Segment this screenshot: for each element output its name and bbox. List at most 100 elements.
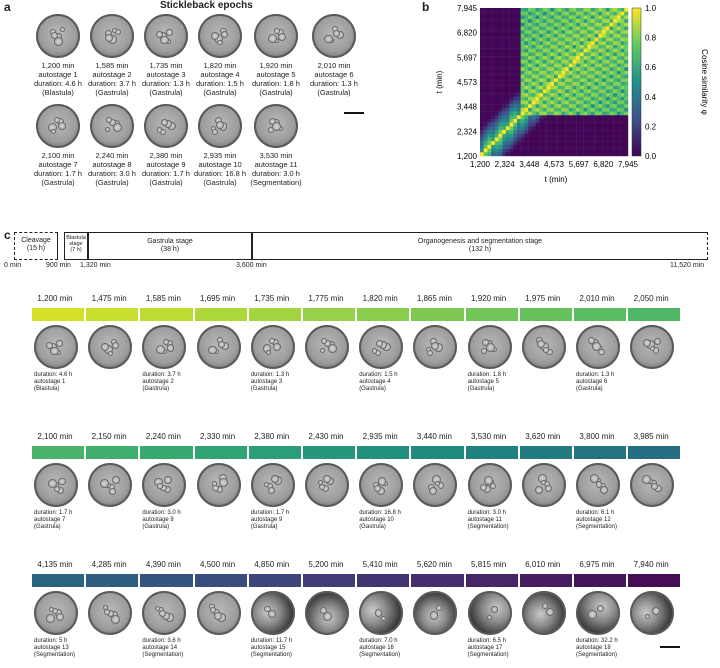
embryo-image xyxy=(198,14,242,58)
heatmap-cell xyxy=(494,70,499,75)
heatmap-cell xyxy=(591,119,595,123)
heatmap-cell xyxy=(494,141,499,146)
heatmap-cell xyxy=(535,78,540,83)
heatmap-cell xyxy=(502,111,507,116)
heatmap-cell xyxy=(616,37,621,42)
heatmap-cell xyxy=(535,48,540,53)
yolk-droplet xyxy=(217,613,227,623)
heatmap-cell xyxy=(572,130,577,134)
heatmap-cell xyxy=(509,56,514,60)
heatmap-cell xyxy=(535,133,540,138)
heatmap-cell xyxy=(535,144,540,149)
heatmap-cell xyxy=(587,89,592,94)
heatmap-cell xyxy=(594,144,599,149)
heatmap-cell xyxy=(520,78,525,83)
timepoint-color-bar xyxy=(357,446,410,459)
heatmap-cell xyxy=(491,122,495,127)
heatmap-cell xyxy=(550,67,555,72)
heatmap-cell xyxy=(561,85,566,90)
heatmap-cell xyxy=(620,100,625,105)
heatmap-cell xyxy=(491,85,495,90)
heatmap-cell xyxy=(557,48,562,53)
heatmap-cell xyxy=(494,152,499,157)
heatmap-cell xyxy=(594,74,599,79)
heatmap-cell xyxy=(616,122,621,127)
heatmap-cell xyxy=(602,122,606,127)
heatmap-cell xyxy=(520,41,525,46)
heatmap-cell xyxy=(531,141,536,146)
heatmap-cell xyxy=(528,48,532,53)
heatmap-cell xyxy=(594,56,599,60)
timepoint-label: 3,985 min xyxy=(633,432,669,441)
heatmap-cell xyxy=(620,144,625,149)
heatmap-cell xyxy=(605,126,610,131)
timepoint-label: 2,150 min xyxy=(91,432,127,441)
heatmap-cell xyxy=(546,45,551,49)
heatmap-cell xyxy=(517,133,521,138)
embryo-image xyxy=(359,325,404,369)
heatmap-cell xyxy=(613,115,618,120)
heatmap-cell xyxy=(509,22,514,27)
heatmap-cell xyxy=(535,15,540,20)
heatmap-cell xyxy=(609,115,614,120)
heatmap-cell xyxy=(609,30,614,35)
heatmap-cell xyxy=(480,37,484,42)
heatmap-cell xyxy=(616,48,621,53)
epoch-duration: duration: 3.7 h xyxy=(88,79,136,88)
heatmap-cell xyxy=(550,56,555,60)
yolk-droplet xyxy=(542,603,549,610)
heatmap-cell xyxy=(568,85,573,90)
timepoint-label: 4,285 min xyxy=(91,560,127,569)
caption-duration: duration: 3.0 h xyxy=(142,510,181,516)
heatmap-cell xyxy=(480,8,484,12)
timepoint-label: 2,330 min xyxy=(200,432,236,441)
heatmap-cell xyxy=(609,96,614,101)
heatmap-cell xyxy=(539,22,544,27)
yolk-droplet xyxy=(481,348,488,355)
heatmap-cell xyxy=(487,30,492,35)
heatmap-cell xyxy=(591,26,595,31)
heatmap-cell xyxy=(524,115,529,120)
heatmap-cell xyxy=(554,63,558,68)
heatmap-cell xyxy=(539,45,544,49)
yolk-droplet xyxy=(654,484,663,493)
heatmap-cell xyxy=(609,111,614,116)
heatmap-cell xyxy=(517,96,521,101)
heatmap-cell xyxy=(517,85,521,90)
colorbar-ticks: 1.00.80.60.40.20.0 xyxy=(645,4,657,161)
heatmap-cell xyxy=(546,41,551,46)
heatmap-cell xyxy=(609,63,614,68)
heatmap-cell xyxy=(598,93,603,97)
yolk-droplet xyxy=(103,605,109,611)
heatmap-cell xyxy=(602,45,606,49)
heatmap-cell xyxy=(572,11,577,16)
heatmap-cell xyxy=(531,15,536,20)
heatmap-cell xyxy=(557,107,562,112)
heatmap-cell xyxy=(535,26,540,31)
yolk-droplet xyxy=(378,341,387,350)
heatmap-cell xyxy=(531,56,536,60)
timepoint-color-bar xyxy=(357,574,410,587)
stage-name: Blastula stage xyxy=(66,235,86,247)
heatmap-cell xyxy=(509,111,514,116)
heatmap-cell xyxy=(550,130,555,134)
caption-duration: duration: 3.0 h xyxy=(467,510,506,516)
heatmap-cell xyxy=(572,45,577,49)
epoch-phase: (Gastrula) xyxy=(149,178,183,187)
heatmap-cell xyxy=(613,37,618,42)
heatmap-cell xyxy=(620,59,625,64)
heatmap-cell xyxy=(483,111,488,116)
heatmap-cell xyxy=(620,37,625,42)
yolk-droplet xyxy=(47,122,57,132)
heatmap-cell xyxy=(524,89,529,94)
embryo-image xyxy=(88,325,133,369)
heatmap-cell xyxy=(494,48,499,53)
heatmap-cell xyxy=(524,59,529,64)
heatmap-cell xyxy=(539,104,544,109)
timepoint-color-bar xyxy=(411,308,464,321)
heatmap-cell xyxy=(487,26,492,31)
autostage-caption: duration: 1.7 h autostage 7 (Gastrula) xyxy=(34,510,72,531)
heatmap-cell xyxy=(513,11,518,16)
heatmap-cell xyxy=(591,41,595,46)
heatmap-cell xyxy=(568,119,573,123)
